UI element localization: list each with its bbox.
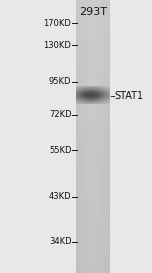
Text: 293T: 293T xyxy=(79,7,107,17)
Text: 95KD: 95KD xyxy=(49,78,71,86)
Text: 34KD: 34KD xyxy=(49,237,71,246)
Text: 72KD: 72KD xyxy=(49,110,71,119)
Text: 55KD: 55KD xyxy=(49,146,71,155)
Text: STAT1: STAT1 xyxy=(115,91,144,100)
Text: 130KD: 130KD xyxy=(44,41,71,49)
Text: 170KD: 170KD xyxy=(44,19,71,28)
Text: 43KD: 43KD xyxy=(49,192,71,201)
